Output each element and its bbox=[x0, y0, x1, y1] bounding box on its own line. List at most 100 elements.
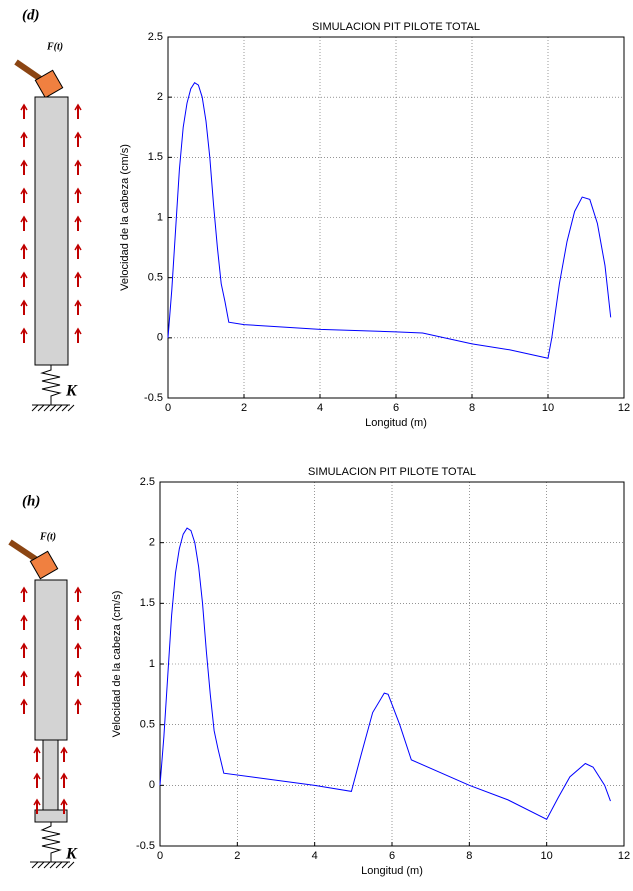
ground-hatch bbox=[61, 861, 69, 869]
data-line bbox=[159, 527, 611, 820]
x-tick-label: 12 bbox=[618, 402, 630, 414]
y-tick-label: 1.5 bbox=[140, 597, 155, 609]
arrow-head bbox=[20, 103, 28, 111]
y-axis-title: Velocidad de la cabeza (cm/s) bbox=[119, 144, 131, 291]
ground-hatch bbox=[49, 861, 57, 869]
arrow-head bbox=[20, 299, 28, 307]
arrow-head bbox=[20, 271, 28, 279]
x-tick-label: 8 bbox=[469, 402, 475, 414]
arrow-head bbox=[20, 698, 28, 706]
y-tick-label: 0.5 bbox=[148, 272, 163, 284]
x-tick-label: 6 bbox=[393, 402, 399, 414]
pile-neck bbox=[42, 739, 59, 811]
hammer-head bbox=[29, 550, 59, 580]
friction-arrows bbox=[20, 586, 82, 814]
plot-frame bbox=[167, 36, 625, 399]
x-tick-label: 2 bbox=[234, 850, 240, 862]
ground-hatch bbox=[43, 861, 51, 869]
y-tick-label: 1 bbox=[157, 211, 163, 223]
arrow-head bbox=[74, 642, 82, 650]
arrow-head bbox=[33, 798, 41, 806]
arrow-head bbox=[74, 103, 82, 111]
x-tick-label: 8 bbox=[466, 850, 472, 862]
arrow-head bbox=[60, 746, 68, 754]
arrow-head bbox=[20, 614, 28, 622]
arrow-head bbox=[74, 131, 82, 139]
pile-diagram: (h) F(t) K bbox=[8, 493, 82, 863]
arrow-head bbox=[74, 614, 82, 622]
ground-hatch bbox=[55, 861, 63, 869]
ground-hatch bbox=[55, 404, 63, 412]
y-tick-label: 2 bbox=[149, 537, 155, 549]
arrow-head bbox=[74, 159, 82, 167]
data-line bbox=[167, 82, 612, 359]
panel-label: (d) bbox=[22, 7, 40, 23]
arrow-head bbox=[74, 215, 82, 223]
y-tick-label: 0 bbox=[157, 332, 163, 344]
ground-hatch bbox=[67, 404, 75, 412]
arrow-head bbox=[33, 746, 41, 754]
ground-hatch bbox=[43, 404, 51, 412]
pile bbox=[34, 96, 69, 366]
pile-diagram: (d) F(t) K bbox=[14, 7, 82, 406]
arrow-head bbox=[74, 670, 82, 678]
panel-label: (h) bbox=[22, 493, 40, 509]
x-tick-label: 0 bbox=[165, 402, 171, 414]
y-axis-title: Velocidad de la cabeza (cm/s) bbox=[111, 591, 123, 738]
pile bbox=[34, 579, 68, 741]
y-tick-label: 2 bbox=[157, 91, 163, 103]
arrow-head bbox=[60, 798, 68, 806]
arrow-head bbox=[74, 243, 82, 251]
force-label: F(t) bbox=[46, 41, 63, 52]
y-tick-label: 0.5 bbox=[140, 719, 155, 731]
ground-hatch bbox=[31, 404, 39, 412]
hammer-head bbox=[34, 69, 64, 99]
ground-hatch bbox=[31, 861, 39, 869]
y-tick-label: 2.5 bbox=[148, 31, 163, 43]
x-tick-label: 0 bbox=[157, 850, 163, 862]
x-tick-label: 4 bbox=[312, 850, 318, 862]
y-tick-label: -0.5 bbox=[144, 392, 163, 404]
arrow-head bbox=[74, 698, 82, 706]
y-tick-label: 1.5 bbox=[148, 151, 163, 163]
x-tick-label: 10 bbox=[541, 850, 553, 862]
arrow-head bbox=[20, 327, 28, 335]
arrow-head bbox=[74, 586, 82, 594]
arrow-head bbox=[20, 131, 28, 139]
x-axis-title: Longitud (m) bbox=[361, 865, 423, 877]
arrow-head bbox=[33, 772, 41, 780]
force-label: F(t) bbox=[39, 531, 56, 542]
arrow-head bbox=[74, 299, 82, 307]
ground-hatch bbox=[61, 404, 69, 412]
plot-frame bbox=[159, 481, 625, 847]
arrow-head bbox=[74, 187, 82, 195]
friction-arrows bbox=[20, 103, 82, 343]
pile-base bbox=[34, 809, 68, 823]
y-tick-label: 0 bbox=[149, 779, 155, 791]
arrow-head bbox=[20, 586, 28, 594]
x-axis-title: Longitud (m) bbox=[365, 417, 427, 429]
arrow-head bbox=[60, 772, 68, 780]
y-tick-label: 2.5 bbox=[140, 476, 155, 488]
ground-hatch bbox=[37, 404, 45, 412]
chart-title: SIMULACION PIT PILOTE TOTAL bbox=[312, 21, 480, 33]
x-tick-label: 10 bbox=[542, 402, 554, 414]
x-tick-label: 12 bbox=[618, 850, 630, 862]
spring-label: K bbox=[65, 383, 78, 400]
x-tick-label: 6 bbox=[389, 850, 395, 862]
ground-hatch bbox=[49, 404, 57, 412]
arrow-head bbox=[20, 670, 28, 678]
spring bbox=[40, 822, 62, 862]
spring bbox=[40, 365, 62, 405]
arrow-head bbox=[20, 159, 28, 167]
arrow-head bbox=[20, 243, 28, 251]
x-tick-label: 4 bbox=[317, 402, 323, 414]
arrow-head bbox=[20, 187, 28, 195]
y-tick-label: 1 bbox=[149, 658, 155, 670]
y-tick-label: -0.5 bbox=[136, 840, 155, 852]
ground-hatch bbox=[37, 861, 45, 869]
arrow-head bbox=[20, 215, 28, 223]
spring-label: K bbox=[65, 846, 78, 863]
